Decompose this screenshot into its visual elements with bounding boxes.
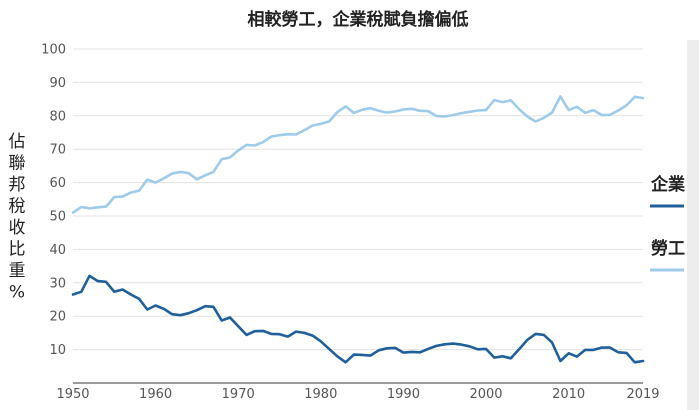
y-tick-label-50: 50 (49, 210, 66, 225)
x-tick-label-1960: 1960 (139, 387, 172, 402)
series-line-1 (71, 95, 645, 214)
x-axis-ticks: 1950 1960 1970 1980 1990 2000 2010 2019 (56, 387, 659, 402)
y-axis-label: 佔聯邦稅收比重% (9, 132, 26, 303)
x-tick-label-2000: 2000 (469, 387, 502, 402)
y-tick-label-100: 100 (41, 43, 66, 58)
x-tick-label-2010: 2010 (552, 387, 585, 402)
y-tick-label-20: 20 (49, 310, 66, 325)
legend-label-1: 勞工 (651, 238, 685, 259)
series-lines (71, 95, 645, 364)
chart-title: 相較勞工，企業稅賦負擔偏低 (248, 9, 469, 30)
series-line-0 (71, 274, 645, 364)
y-tick-label-90: 90 (49, 76, 66, 91)
y-tick-label-40: 40 (49, 243, 66, 258)
x-tick-label-1950: 1950 (56, 387, 89, 402)
y-tick-label-70: 70 (49, 143, 66, 158)
legend-label-0: 企業 (650, 174, 685, 195)
y-axis-label-text: 佔聯邦稅收比重% (9, 132, 26, 303)
y-tick-label-10: 10 (49, 343, 66, 358)
grid (73, 48, 643, 384)
x-tick-label-2019: 2019 (626, 387, 659, 402)
y-axis-ticks: 100 90 80 70 60 50 40 30 20 10 (41, 43, 66, 359)
right-edge-panel (687, 40, 699, 410)
y-tick-label-30: 30 (49, 276, 66, 291)
x-tick-label-1980: 1980 (304, 387, 337, 402)
y-tick-label-80: 80 (49, 109, 66, 124)
x-tick-label-1970: 1970 (222, 387, 255, 402)
x-tick-label-1990: 1990 (387, 387, 420, 402)
y-tick-label-60: 60 (49, 176, 66, 191)
